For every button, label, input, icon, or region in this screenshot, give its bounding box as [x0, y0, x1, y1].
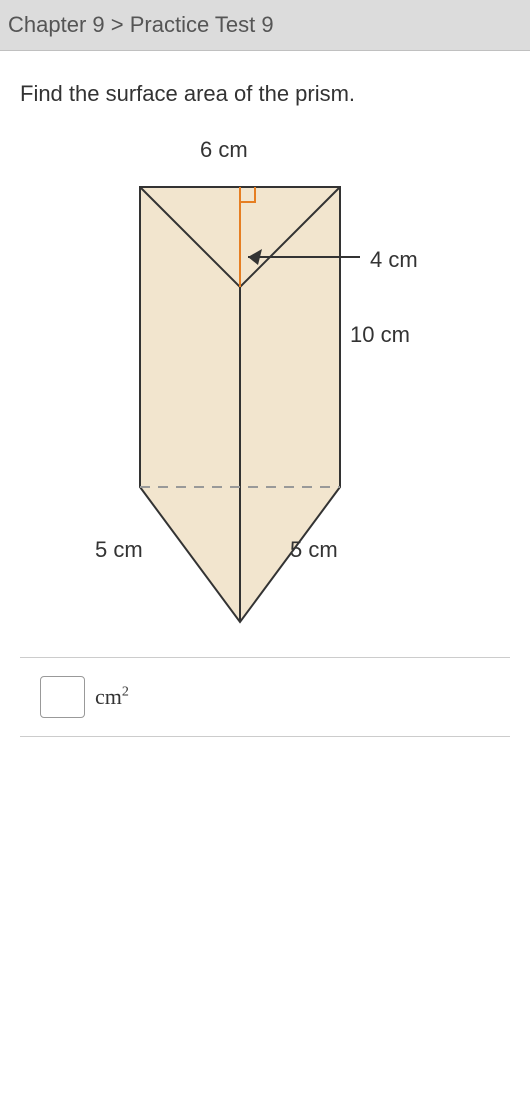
breadcrumb-page: Practice Test 9	[130, 12, 274, 37]
unit-exponent: 2	[122, 685, 129, 700]
answer-unit: cm2	[95, 684, 129, 710]
label-bottom-right: 5 cm	[290, 537, 338, 563]
content-area: Find the surface area of the prism. 6 cm…	[0, 51, 530, 767]
answer-input[interactable]	[40, 676, 85, 718]
label-side-right: 10 cm	[350, 322, 410, 348]
question-text: Find the surface area of the prism.	[20, 81, 510, 107]
prism-diagram: 6 cm 4 cm 10 cm 5 cm 5 cm	[60, 137, 460, 637]
unit-base: cm	[95, 684, 122, 709]
breadcrumb-chapter: Chapter 9	[8, 12, 105, 37]
label-top: 6 cm	[200, 137, 248, 163]
label-bottom-left: 5 cm	[95, 537, 143, 563]
breadcrumb: Chapter 9 > Practice Test 9	[0, 0, 530, 51]
breadcrumb-separator: >	[111, 12, 124, 37]
answer-section: cm2	[20, 657, 510, 737]
label-height: 4 cm	[370, 247, 418, 273]
